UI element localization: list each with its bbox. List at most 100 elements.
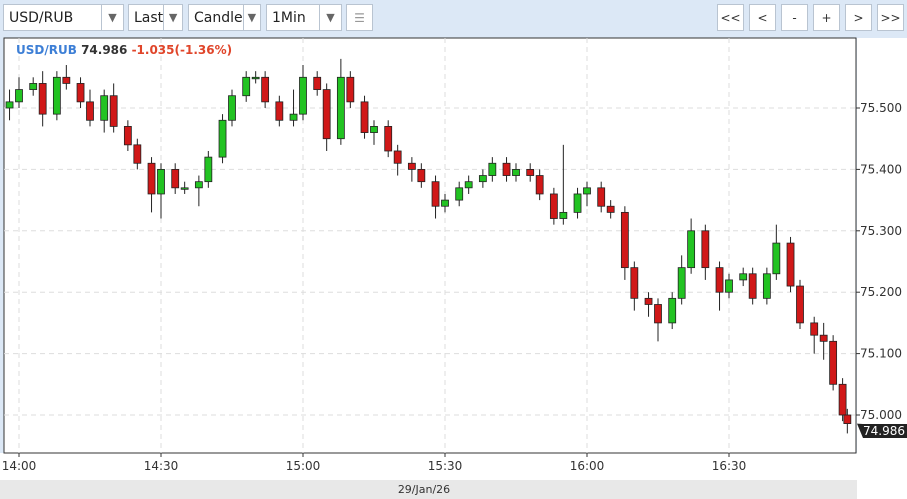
candle-down [322,89,331,140]
y-tick-label: 75.400 [860,162,902,176]
candle-up [5,101,14,109]
candle-down [86,101,94,121]
x-tick-label: 14:30 [144,459,179,473]
candle-up [218,119,227,158]
candle-up [559,211,568,219]
candle-down [838,383,847,416]
header-last: 74.986 [81,43,128,57]
candle-down [829,340,838,385]
candle-up [157,168,165,195]
indicators-button[interactable]: ☰ [346,4,373,31]
candle-up [677,267,686,299]
candlestick-chart[interactable]: 75.500 75.400 75.300 75.200 75.100 75.000 14:0… [0,36,907,499]
x-tick-label: 15:30 [428,459,463,473]
price-type-value: Last [134,9,164,26]
candle-down [502,162,511,176]
y-tick-label: 75.300 [860,224,902,238]
candle-up [512,168,520,176]
candle-down [796,285,804,324]
y-tick-label: 75.000 [860,408,902,422]
candle-up [100,95,109,121]
candle-up [455,187,464,201]
plot-area [3,37,857,454]
candle-down [620,211,629,269]
candle-down [360,101,369,133]
chevron-down-icon: ▼ [163,5,182,30]
symbol-value: USD/RUB [9,9,74,26]
candle-up [441,199,449,207]
candle-up [251,76,260,80]
candle-down [810,322,819,336]
header-symbol: USD/RUB [16,43,77,57]
candle-down [535,175,544,195]
candle-down [701,230,710,269]
x-tick-label: 14:00 [2,459,37,473]
candle-up [687,230,696,269]
header-change: -1.035(-1.36%) [131,43,233,57]
candle-up [725,279,733,293]
interval-value: 1Min [272,9,306,26]
candle-up [762,273,771,299]
chart-type-select[interactable]: Candle ▼ [188,4,261,31]
candle-down [431,181,440,207]
list-icon: ☰ [354,10,365,25]
candle-down [384,126,393,152]
x-tick-label: 15:00 [286,459,321,473]
candle-down [407,162,416,170]
candle-down [630,267,639,299]
candle-down [393,150,402,164]
candle-up [583,187,591,195]
y-axis-area [857,38,907,454]
candle-down [133,144,142,164]
zoom-out-button[interactable]: - [781,4,808,31]
candle-down [654,304,662,324]
candle-up [242,76,251,97]
candle-up [336,76,345,140]
candle-down [38,83,47,115]
candle-up [488,162,497,176]
y-tick-label: 75.500 [860,101,902,115]
symbol-select[interactable]: USD/RUB ▼ [3,4,124,31]
quote-header: USD/RUB 74.986 -1.035(-1.36%) [16,43,232,57]
candle-down [843,414,852,424]
y-tick-label: 75.200 [860,285,902,299]
candle-up [180,187,189,190]
candle-up [573,193,582,213]
candle-down [644,297,653,305]
zoom-in-button[interactable]: + [813,4,840,31]
candle-up [739,273,748,281]
candle-up [52,76,61,115]
nav-first-button[interactable]: << [717,4,744,31]
candle-up [15,89,23,103]
nav-prev-button[interactable]: < [749,4,776,31]
candle-down [597,187,606,207]
candle-up [289,113,298,121]
chevron-down-icon: ▼ [319,5,341,30]
candle-up [204,156,213,183]
chevron-down-icon: ▼ [101,5,123,30]
price-type-select[interactable]: Last ▼ [128,4,183,31]
candle-down [549,193,558,219]
candle-up [370,126,378,133]
candle-up [464,181,473,189]
candle-up [228,95,236,121]
candle-up [478,175,487,183]
candle-down [62,76,71,84]
candle-up [668,297,677,324]
nav-last-button[interactable]: >> [877,4,904,31]
candle-down [715,267,724,293]
candle-down [313,76,322,90]
candle-up [29,83,38,90]
candle-down [346,76,355,103]
interval-select[interactable]: 1Min ▼ [266,4,342,31]
candle-up [194,181,203,189]
chart-type-value: Candle [194,9,243,26]
candle-down [147,162,156,195]
x-tick-label: 16:00 [570,459,605,473]
chevron-down-icon: ▼ [242,5,260,30]
nav-next-button[interactable]: > [845,4,872,31]
y-tick-label: 75.100 [860,347,902,361]
date-bar [0,480,857,499]
candle-down [786,242,795,287]
date-label: 29/Jan/26 [398,483,450,496]
